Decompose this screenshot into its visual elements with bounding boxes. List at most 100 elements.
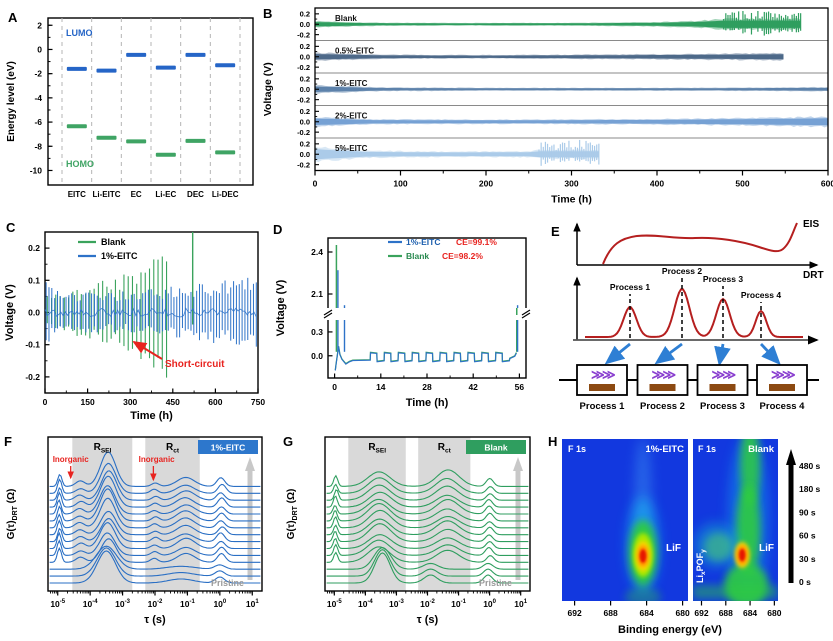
chevron-icon: ≫ xyxy=(663,367,677,382)
b-ytick: 0.0 xyxy=(300,20,310,29)
panel-xps-heatmaps: F 1s 1%-EITC LiF F 1s Blank LiF LixPOFy 692 688 6… xyxy=(545,425,833,641)
process-peak-label: Process 4 xyxy=(741,290,781,300)
b-ytick: -0.2 xyxy=(297,30,310,39)
drt-xtick: 10-2 xyxy=(148,599,163,609)
b-ytick: 0.0 xyxy=(300,150,310,159)
b-ytick: -0.2 xyxy=(297,95,310,104)
a-category: EC xyxy=(131,190,142,199)
h-xtick: 692 xyxy=(568,608,582,618)
sputter-time-label: 0 s xyxy=(799,577,811,587)
h-xtick: 692 xyxy=(694,608,708,618)
c-ylabel: Voltage (V) xyxy=(4,284,16,341)
inorganic-label: Inorganic xyxy=(139,455,176,464)
depth-arrow-icon xyxy=(786,449,796,465)
b-ytick: 0.2 xyxy=(300,107,310,116)
a-ytick: -8 xyxy=(34,141,42,151)
b-ytick: 0.0 xyxy=(300,118,310,127)
b-xtick: 600 xyxy=(821,179,833,189)
d-xtick: 42 xyxy=(468,382,478,392)
d-xtick: 28 xyxy=(422,382,432,392)
process-peak-label: Process 1 xyxy=(610,282,650,292)
panel-letter-g: G xyxy=(283,434,294,449)
b-xtick: 500 xyxy=(735,179,749,189)
panel-energy-levels: 2 0 -2 -4 -6 -8 -10 EITC Li-EITC EC Li-EC DEC Li-DEC… xyxy=(0,0,262,210)
a-category: DEC xyxy=(187,190,204,199)
resistor-icon xyxy=(589,384,615,391)
a-ytick: -2 xyxy=(34,69,42,79)
sputter-time-label: 60 s xyxy=(799,531,816,541)
b-ytick: 0.2 xyxy=(300,140,310,149)
b-ylabel: Voltage (V) xyxy=(262,62,274,116)
panel-letter-b: B xyxy=(263,6,273,21)
drt-waterfall: 10-5 10-4 10-3 10-2 10-1 100 101 τ (s) G(τ)DRT (… xyxy=(6,436,263,626)
drt-xtick: 10-4 xyxy=(358,599,373,609)
homo-label: HOMO xyxy=(66,159,94,169)
b-series-label: 2%-EITC xyxy=(335,112,368,121)
drt-xtick: 10-1 xyxy=(180,599,195,609)
h-left-sample: 1%-EITC xyxy=(645,444,684,455)
chevron-icon: ≫ xyxy=(591,367,605,382)
drt-xtick: 10-3 xyxy=(115,599,130,609)
panel-coulombic-efficiency: 2.4 2.1 0.3 0.0 0 14 28 42 56 1%-EITC CE=99.1% Blan… xyxy=(270,210,545,425)
pristine-label: Pristine xyxy=(211,578,244,588)
panel-letter-c: C xyxy=(6,220,16,235)
b-ytick: 0.2 xyxy=(300,10,310,19)
a-ytick: 2 xyxy=(37,20,42,30)
cycling-stack-chart: 0.20.0-0.2Blank0.20.0-0.20.5%-EITC0.20.0… xyxy=(262,7,833,206)
b-xtick: 300 xyxy=(564,179,578,189)
sample-badge: Blank xyxy=(484,443,507,453)
drt-xtick: 100 xyxy=(483,599,496,609)
b-xtick: 100 xyxy=(393,179,407,189)
b-ytick: -0.2 xyxy=(297,160,310,169)
h-xtick: 680 xyxy=(676,608,690,618)
drt-waterfall: 10-5 10-4 10-3 10-2 10-1 100 101 τ (s) G(τ)DRT (… xyxy=(286,436,531,626)
d-ylabel: Voltage (V) xyxy=(275,279,287,336)
pristine-label: Pristine xyxy=(479,578,512,588)
chevron-icon: ≫ xyxy=(723,367,737,382)
d-ytick: 2.1 xyxy=(311,289,323,299)
drt-xtick: 10-3 xyxy=(389,599,404,609)
c-xtick: 150 xyxy=(81,397,95,407)
c-ytick: -0.1 xyxy=(25,340,40,350)
long-cycling-chart: 0.2 0.1 0.0 -0.1 -0.2 0 150 300 450 600 750 Blank 1%… xyxy=(4,231,265,422)
c-ytick: -0.2 xyxy=(25,372,40,382)
c-ytick: 0.1 xyxy=(28,275,40,285)
drt-xlabel: τ (s) xyxy=(417,614,439,626)
h-xtick: 684 xyxy=(640,608,654,618)
d-xtick: 14 xyxy=(376,382,386,392)
d-ytick: 0.3 xyxy=(311,327,323,337)
drt-xtick: 10-5 xyxy=(50,599,65,609)
c-ytick: 0.0 xyxy=(28,308,40,318)
b-ytick: -0.2 xyxy=(297,63,310,72)
a-ytick: -6 xyxy=(34,117,42,127)
drt-xtick: 10-4 xyxy=(83,599,98,609)
c-xtick: 600 xyxy=(208,397,222,407)
a-ylabel: Energy level (eV) xyxy=(6,61,17,142)
lumo-label: LUMO xyxy=(66,28,93,38)
drt-xlabel: τ (s) xyxy=(144,614,166,626)
h-left-title: F 1s xyxy=(568,444,586,454)
sputter-time-label: 90 s xyxy=(799,507,816,517)
panel-long-cycling: 0.2 0.1 0.0 -0.1 -0.2 0 150 300 450 600 750 Blank 1%… xyxy=(0,210,270,425)
a-ytick: 0 xyxy=(37,44,42,54)
c-xtick: 300 xyxy=(123,397,137,407)
b-xtick: 200 xyxy=(479,179,493,189)
d-ytick: 2.4 xyxy=(311,247,323,257)
process-peak-label: Process 2 xyxy=(662,266,702,276)
b-ytick: 0.0 xyxy=(300,85,310,94)
h-xtick: 680 xyxy=(767,608,781,618)
a-ytick: -4 xyxy=(34,93,42,103)
h-xtick: 684 xyxy=(743,608,757,618)
circuit-process-label: Process 4 xyxy=(760,401,806,412)
d-ce-blank: CE=98.2% xyxy=(442,251,483,261)
b-xtick: 0 xyxy=(313,179,318,189)
h-right-title: F 1s xyxy=(698,444,716,454)
c-ytick: 0.2 xyxy=(28,243,40,253)
c-xtick: 750 xyxy=(251,397,265,407)
short-circuit-label: Short-circuit xyxy=(165,359,225,370)
b-xlabel: Time (h) xyxy=(551,194,592,206)
circuit-process-label: Process 3 xyxy=(700,401,745,412)
b-series-label: 1%-EITC xyxy=(335,79,368,88)
